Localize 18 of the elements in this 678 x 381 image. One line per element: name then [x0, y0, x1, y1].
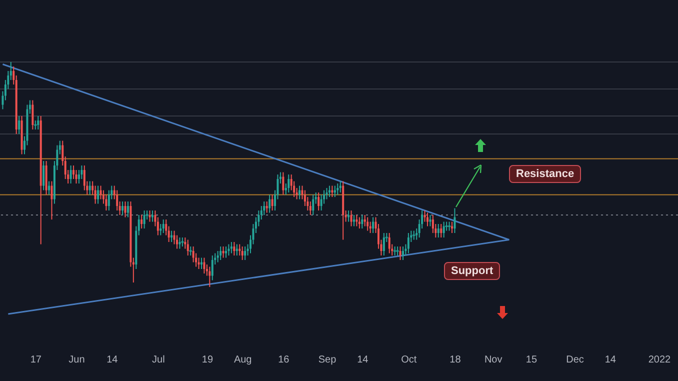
x-tick-label: 2022: [648, 354, 671, 366]
x-tick-label: Nov: [484, 354, 502, 366]
annotation: Resistance: [509, 165, 582, 183]
x-tick-label: 14: [357, 354, 369, 366]
annotation: Support: [444, 262, 500, 280]
x-tick-label: 17: [30, 354, 42, 366]
x-tick-label: 15: [526, 354, 538, 366]
x-tick-label: Jun: [68, 354, 85, 366]
x-tick-label: Aug: [234, 354, 252, 366]
x-tick-label: 18: [450, 354, 462, 366]
x-tick-label: Jul: [152, 354, 165, 366]
x-tick-label: 14: [604, 354, 616, 366]
x-tick-label: 14: [106, 354, 118, 366]
x-tick-label: 19: [202, 354, 214, 366]
x-tick-label: 16: [278, 354, 290, 366]
x-tick-label: Oct: [401, 354, 417, 366]
x-tick-label: Dec: [566, 354, 584, 366]
x-tick-label: Sep: [318, 354, 337, 366]
